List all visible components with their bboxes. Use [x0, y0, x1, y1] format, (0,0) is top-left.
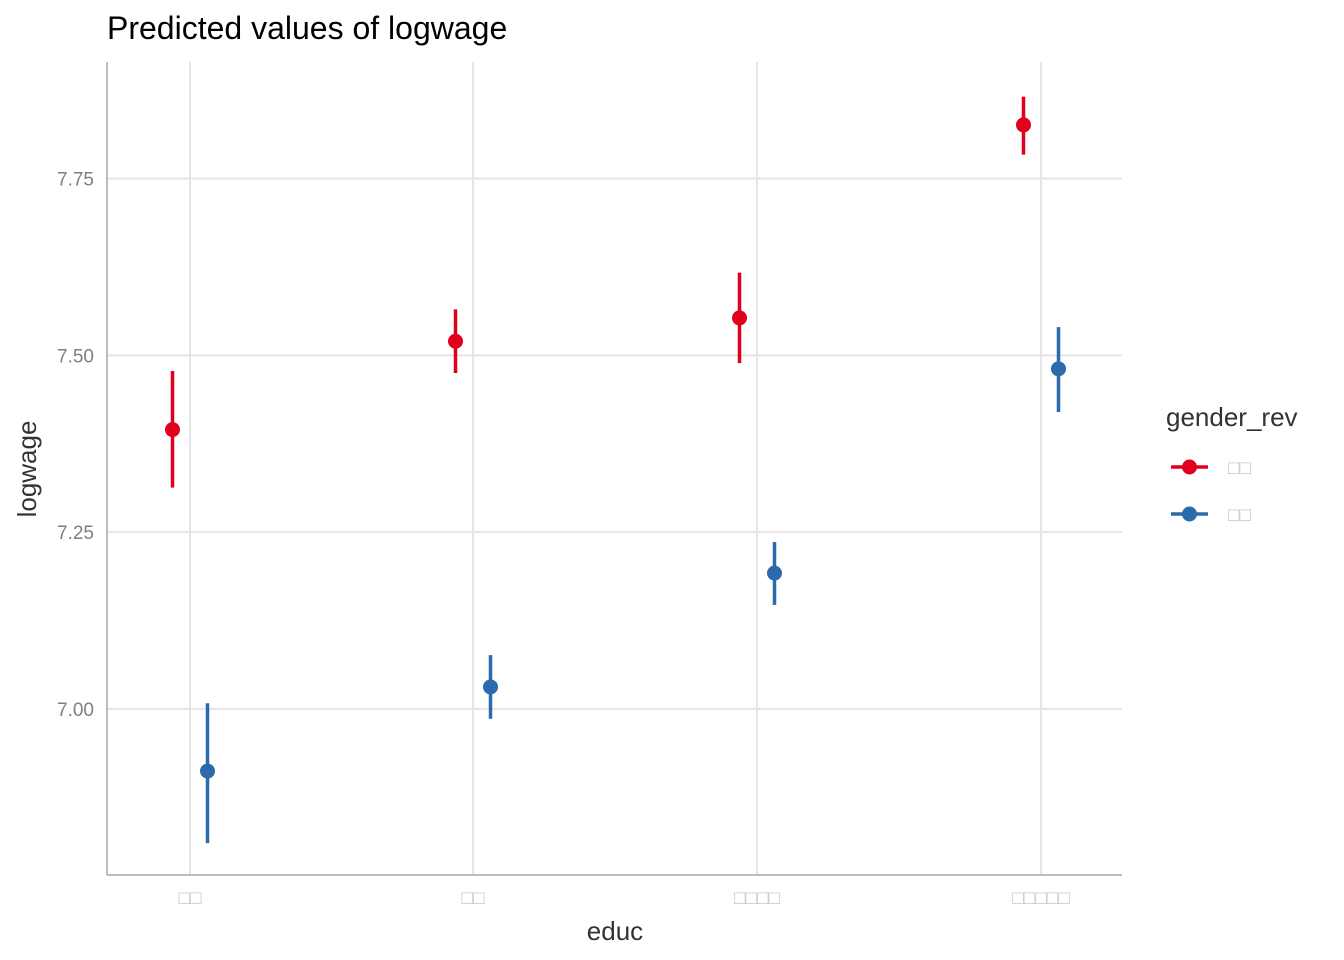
gridlines — [107, 62, 1122, 875]
chart-title: Predicted values of logwage — [107, 10, 507, 46]
data-point — [448, 333, 463, 349]
data-point — [732, 310, 747, 326]
y-tick-label: 7.25 — [57, 523, 94, 544]
y-tick-label: 7.00 — [57, 700, 94, 721]
y-tick-label: 7.50 — [57, 346, 94, 367]
legend-key-point — [1182, 506, 1197, 522]
x-tick-label: □□□□□ — [1012, 888, 1070, 909]
data-point — [1051, 361, 1066, 377]
data-marks — [165, 96, 1066, 844]
legend-item-label: □□ — [1228, 458, 1251, 479]
data-point — [165, 422, 180, 438]
legend-key-point — [1182, 459, 1197, 475]
x-tick-label: □□ — [179, 888, 202, 909]
x-tick-label: □□ — [462, 888, 485, 909]
axes — [106, 62, 1122, 876]
x-tick-label: □□□□ — [734, 888, 780, 909]
legend-item-label: □□ — [1228, 505, 1251, 526]
x-tick-labels: □□ □□ □□□□ □□□□□ — [179, 888, 1071, 909]
data-point — [483, 679, 498, 695]
legend: gender_rev □□ □□ — [1166, 402, 1298, 526]
data-point — [200, 763, 215, 779]
y-tick-labels: 7.00 7.25 7.50 7.75 — [57, 170, 94, 721]
y-tick-label: 7.75 — [57, 170, 94, 191]
data-point — [1016, 117, 1031, 133]
x-axis-title: educ — [587, 916, 643, 946]
y-axis-title: logwage — [12, 421, 42, 518]
legend-title: gender_rev — [1166, 402, 1298, 432]
data-point — [767, 565, 782, 581]
